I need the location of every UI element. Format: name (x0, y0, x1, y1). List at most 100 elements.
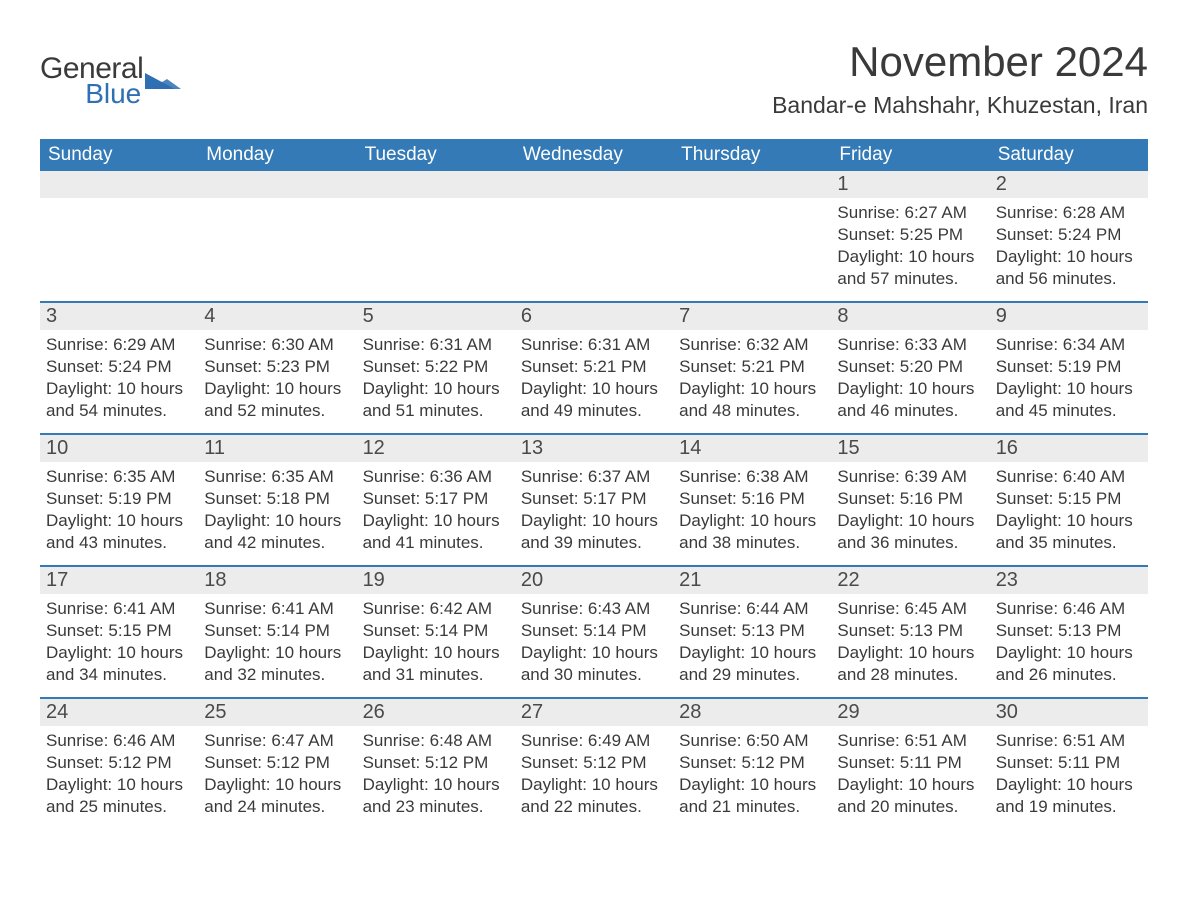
day-body: Sunrise: 6:41 AMSunset: 5:15 PMDaylight:… (40, 594, 198, 694)
sunset-line: Sunset: 5:12 PM (521, 752, 667, 774)
day-cell: 15Sunrise: 6:39 AMSunset: 5:16 PMDayligh… (831, 435, 989, 563)
sunset-line: Sunset: 5:21 PM (679, 356, 825, 378)
daylight-line: Daylight: 10 hours and 52 minutes. (204, 378, 350, 422)
sunrise-line: Sunrise: 6:35 AM (46, 466, 192, 488)
dow-saturday: Saturday (990, 139, 1148, 171)
sunrise-line: Sunrise: 6:46 AM (996, 598, 1142, 620)
daylight-line: Daylight: 10 hours and 54 minutes. (46, 378, 192, 422)
daylight-line: Daylight: 10 hours and 29 minutes. (679, 642, 825, 686)
sunset-line: Sunset: 5:11 PM (837, 752, 983, 774)
sunset-line: Sunset: 5:11 PM (996, 752, 1142, 774)
sunset-line: Sunset: 5:14 PM (204, 620, 350, 642)
day-body: Sunrise: 6:31 AMSunset: 5:21 PMDaylight:… (515, 330, 673, 430)
weeks-container: 1Sunrise: 6:27 AMSunset: 5:25 PMDaylight… (40, 171, 1148, 827)
daylight-line: Daylight: 10 hours and 20 minutes. (837, 774, 983, 818)
day-number: 17 (40, 567, 198, 594)
day-cell (357, 171, 515, 299)
day-number: 28 (673, 699, 831, 726)
day-number: 16 (990, 435, 1148, 462)
sunrise-line: Sunrise: 6:46 AM (46, 730, 192, 752)
sunrise-line: Sunrise: 6:31 AM (363, 334, 509, 356)
day-body: Sunrise: 6:37 AMSunset: 5:17 PMDaylight:… (515, 462, 673, 562)
header: General Blue November 2024 Bandar-e Mahs… (40, 30, 1148, 131)
day-body: Sunrise: 6:30 AMSunset: 5:23 PMDaylight:… (198, 330, 356, 430)
day-number: 15 (831, 435, 989, 462)
day-number: 24 (40, 699, 198, 726)
sunset-line: Sunset: 5:17 PM (521, 488, 667, 510)
sunset-line: Sunset: 5:18 PM (204, 488, 350, 510)
day-number: 9 (990, 303, 1148, 330)
sunrise-line: Sunrise: 6:44 AM (679, 598, 825, 620)
day-number: 5 (357, 303, 515, 330)
day-body: Sunrise: 6:28 AMSunset: 5:24 PMDaylight:… (990, 198, 1148, 298)
day-body: Sunrise: 6:50 AMSunset: 5:12 PMDaylight:… (673, 726, 831, 826)
day-cell: 3Sunrise: 6:29 AMSunset: 5:24 PMDaylight… (40, 303, 198, 431)
day-number: 8 (831, 303, 989, 330)
sunrise-line: Sunrise: 6:48 AM (363, 730, 509, 752)
sunset-line: Sunset: 5:12 PM (679, 752, 825, 774)
day-cell: 9Sunrise: 6:34 AMSunset: 5:19 PMDaylight… (990, 303, 1148, 431)
day-number: 25 (198, 699, 356, 726)
day-number: 30 (990, 699, 1148, 726)
sunset-line: Sunset: 5:23 PM (204, 356, 350, 378)
day-cell: 6Sunrise: 6:31 AMSunset: 5:21 PMDaylight… (515, 303, 673, 431)
daylight-line: Daylight: 10 hours and 46 minutes. (837, 378, 983, 422)
logo-word2: Blue (40, 80, 143, 108)
day-cell: 2Sunrise: 6:28 AMSunset: 5:24 PMDaylight… (990, 171, 1148, 299)
day-body: Sunrise: 6:49 AMSunset: 5:12 PMDaylight:… (515, 726, 673, 826)
sunrise-line: Sunrise: 6:51 AM (996, 730, 1142, 752)
sunrise-line: Sunrise: 6:41 AM (46, 598, 192, 620)
day-number: 1 (831, 171, 989, 198)
logo: General Blue (40, 30, 181, 108)
calendar-page: General Blue November 2024 Bandar-e Mahs… (0, 0, 1188, 918)
day-number: 10 (40, 435, 198, 462)
dow-thursday: Thursday (673, 139, 831, 171)
daylight-line: Daylight: 10 hours and 28 minutes. (837, 642, 983, 686)
day-cell: 26Sunrise: 6:48 AMSunset: 5:12 PMDayligh… (357, 699, 515, 827)
daylight-line: Daylight: 10 hours and 49 minutes. (521, 378, 667, 422)
dow-sunday: Sunday (40, 139, 198, 171)
day-cell: 1Sunrise: 6:27 AMSunset: 5:25 PMDaylight… (831, 171, 989, 299)
day-cell: 16Sunrise: 6:40 AMSunset: 5:15 PMDayligh… (990, 435, 1148, 563)
day-body: Sunrise: 6:34 AMSunset: 5:19 PMDaylight:… (990, 330, 1148, 430)
day-number: 11 (198, 435, 356, 462)
week-row: 1Sunrise: 6:27 AMSunset: 5:25 PMDaylight… (40, 171, 1148, 299)
daylight-line: Daylight: 10 hours and 38 minutes. (679, 510, 825, 554)
sunrise-line: Sunrise: 6:45 AM (837, 598, 983, 620)
daylight-line: Daylight: 10 hours and 36 minutes. (837, 510, 983, 554)
month-title: November 2024 (772, 38, 1148, 86)
sunrise-line: Sunrise: 6:43 AM (521, 598, 667, 620)
day-cell: 8Sunrise: 6:33 AMSunset: 5:20 PMDaylight… (831, 303, 989, 431)
sunset-line: Sunset: 5:24 PM (996, 224, 1142, 246)
daylight-line: Daylight: 10 hours and 35 minutes. (996, 510, 1142, 554)
sunrise-line: Sunrise: 6:42 AM (363, 598, 509, 620)
day-body: Sunrise: 6:31 AMSunset: 5:22 PMDaylight:… (357, 330, 515, 430)
day-body: Sunrise: 6:27 AMSunset: 5:25 PMDaylight:… (831, 198, 989, 298)
sunset-line: Sunset: 5:19 PM (46, 488, 192, 510)
sunrise-line: Sunrise: 6:51 AM (837, 730, 983, 752)
day-body: Sunrise: 6:39 AMSunset: 5:16 PMDaylight:… (831, 462, 989, 562)
day-number: 21 (673, 567, 831, 594)
day-body: Sunrise: 6:41 AMSunset: 5:14 PMDaylight:… (198, 594, 356, 694)
day-number (673, 171, 831, 198)
sunrise-line: Sunrise: 6:47 AM (204, 730, 350, 752)
daylight-line: Daylight: 10 hours and 24 minutes. (204, 774, 350, 818)
sunset-line: Sunset: 5:17 PM (363, 488, 509, 510)
sunset-line: Sunset: 5:22 PM (363, 356, 509, 378)
sunrise-line: Sunrise: 6:39 AM (837, 466, 983, 488)
day-body: Sunrise: 6:48 AMSunset: 5:12 PMDaylight:… (357, 726, 515, 826)
daylight-line: Daylight: 10 hours and 42 minutes. (204, 510, 350, 554)
day-number: 20 (515, 567, 673, 594)
day-number: 2 (990, 171, 1148, 198)
day-cell: 4Sunrise: 6:30 AMSunset: 5:23 PMDaylight… (198, 303, 356, 431)
calendar: SundayMondayTuesdayWednesdayThursdayFrid… (40, 139, 1148, 827)
daylight-line: Daylight: 10 hours and 34 minutes. (46, 642, 192, 686)
day-number: 18 (198, 567, 356, 594)
daylight-line: Daylight: 10 hours and 39 minutes. (521, 510, 667, 554)
day-cell: 24Sunrise: 6:46 AMSunset: 5:12 PMDayligh… (40, 699, 198, 827)
day-number: 13 (515, 435, 673, 462)
day-body: Sunrise: 6:46 AMSunset: 5:13 PMDaylight:… (990, 594, 1148, 694)
day-cell: 5Sunrise: 6:31 AMSunset: 5:22 PMDaylight… (357, 303, 515, 431)
day-cell: 23Sunrise: 6:46 AMSunset: 5:13 PMDayligh… (990, 567, 1148, 695)
week-row: 17Sunrise: 6:41 AMSunset: 5:15 PMDayligh… (40, 565, 1148, 695)
